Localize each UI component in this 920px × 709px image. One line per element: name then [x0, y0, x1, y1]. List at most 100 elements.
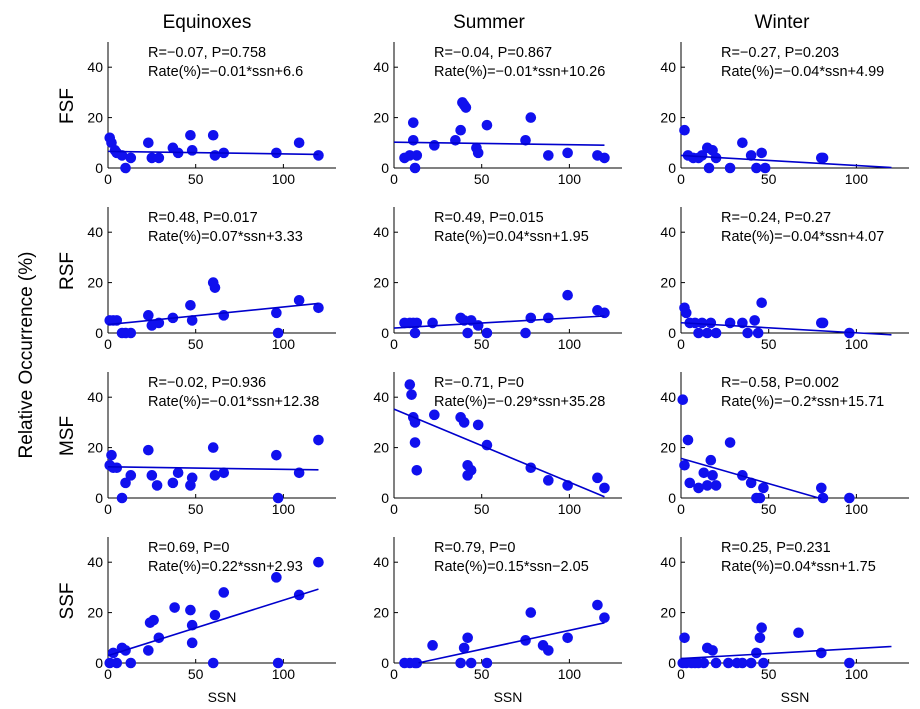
- data-point: [702, 480, 713, 491]
- regression-line: [393, 141, 605, 146]
- x-tick-label: 0: [104, 336, 112, 352]
- data-point: [844, 492, 855, 504]
- data-point: [167, 477, 179, 489]
- data-point: [525, 607, 537, 618]
- y-tick-label: 0: [668, 325, 676, 341]
- regression-line: [680, 457, 822, 500]
- data-point: [742, 327, 753, 339]
- data-point: [313, 434, 324, 446]
- panel-fsf-winter: 0 20 40 0 50 100 R=−0.27, P=0.203 Rate(%)=−0.04…: [660, 42, 909, 187]
- x-tick-label: 50: [474, 666, 490, 682]
- row-label-msf: MSF: [57, 416, 78, 456]
- data-point: [737, 657, 748, 669]
- data-point: [186, 145, 198, 156]
- panel-msf-summer: 0 20 40 0 50 100 R=−0.71, P=0 Rate(%)=−0.29*ssn…: [373, 372, 622, 517]
- y-tick-label: 40: [660, 389, 676, 405]
- regression-line: [107, 150, 319, 156]
- x-axis-title-equinoxes: SSN: [208, 689, 237, 705]
- data-point: [186, 637, 198, 649]
- data-point: [406, 389, 417, 400]
- stats-annotation: R=−0.58, P=0.002: [721, 375, 839, 391]
- y-tick-label: 20: [373, 110, 389, 126]
- data-point: [429, 140, 440, 151]
- x-tick-label: 0: [677, 336, 685, 352]
- data-point: [520, 134, 531, 146]
- x-tick-label: 50: [474, 171, 490, 187]
- data-point: [272, 657, 284, 669]
- x-tick-label: 100: [845, 171, 869, 187]
- y-tick-label: 20: [660, 605, 676, 621]
- data-point: [407, 117, 419, 128]
- data-point: [562, 289, 573, 301]
- data-point: [172, 467, 184, 479]
- data-point: [562, 632, 573, 644]
- stats-annotation: R=−0.24, P=0.27: [721, 210, 831, 226]
- data-point: [710, 657, 722, 669]
- x-tick-label: 50: [188, 336, 204, 352]
- y-tick-label: 0: [381, 325, 389, 341]
- data-point: [409, 327, 421, 339]
- data-point: [462, 327, 473, 339]
- regression-line: [418, 622, 605, 664]
- x-tick-label: 0: [677, 501, 685, 517]
- panel-fsf-summer: 0 20 40 0 50 100 R=−0.04, P=0.867 Rate(%)=−0.01…: [373, 42, 622, 187]
- data-point: [143, 645, 154, 656]
- data-point: [525, 312, 537, 324]
- panel-msf-equinoxes: 0 20 40 0 50 100 R=−0.02, P=0.936 Rate(%)=−0.01…: [87, 372, 336, 517]
- data-point: [599, 152, 610, 164]
- data-point: [472, 320, 484, 331]
- y-tick-label: 40: [373, 554, 389, 570]
- y-tick-label: 0: [668, 160, 676, 176]
- x-tick-label: 100: [272, 501, 296, 517]
- regression-line: [680, 321, 892, 336]
- data-point: [756, 622, 767, 634]
- data-point: [111, 462, 123, 474]
- rate-equation-annotation: Rate(%)=0.22*ssn+2.93: [148, 559, 303, 575]
- rate-equation-annotation: Rate(%)=−0.2*ssn+15.71: [721, 394, 884, 410]
- y-tick-label: 20: [373, 605, 389, 621]
- stats-annotation: R=0.79, P=0: [434, 540, 515, 556]
- y-tick-label: 40: [660, 59, 676, 75]
- data-point: [207, 657, 219, 669]
- y-tick-label: 20: [660, 440, 676, 456]
- x-axis-title-winter: SSN: [781, 689, 810, 705]
- panels-container: 0 20 40 0 50 100 R=−0.07, P=0.758 Rate(%)=−0.01…: [87, 42, 909, 682]
- y-tick-label: 40: [373, 224, 389, 240]
- data-point: [153, 152, 165, 164]
- regression-line: [680, 154, 892, 169]
- data-point: [745, 150, 757, 161]
- x-tick-label: 50: [188, 666, 204, 682]
- data-point: [751, 647, 762, 659]
- y-tick-label: 40: [87, 389, 103, 405]
- rate-equation-annotation: Rate(%)=0.04*ssn+1.95: [434, 229, 589, 245]
- panel-rsf-equinoxes: 0 20 40 0 50 100 R=0.48, P=0.017 Rate(%)=0.07*s…: [87, 207, 336, 352]
- y-tick-label: 20: [87, 605, 103, 621]
- data-point: [458, 417, 470, 428]
- y-tick-label: 20: [87, 275, 103, 291]
- data-point: [680, 307, 692, 319]
- data-point: [543, 150, 554, 161]
- panel-ssf-winter: 0 20 40 0 50 100 R=0.25, P=0.231 Rate(%)=0.04*s…: [660, 537, 909, 682]
- data-point: [677, 394, 689, 406]
- data-point: [481, 119, 493, 131]
- x-tick-label: 50: [188, 171, 204, 187]
- data-point: [458, 642, 470, 654]
- data-point: [693, 327, 704, 339]
- data-point: [407, 134, 419, 146]
- data-point: [143, 310, 154, 321]
- data-point: [460, 102, 472, 113]
- data-point: [148, 614, 159, 626]
- data-point: [313, 150, 324, 161]
- data-point: [698, 657, 710, 669]
- x-tick-label: 100: [845, 501, 869, 517]
- x-tick-label: 0: [104, 171, 112, 187]
- data-point: [209, 609, 221, 621]
- data-point: [125, 470, 137, 481]
- data-point: [427, 640, 438, 651]
- rate-equation-annotation: Rate(%)=−0.29*ssn+35.28: [434, 394, 605, 410]
- data-point: [146, 470, 158, 481]
- column-title-summer: Summer: [453, 12, 525, 33]
- rate-equation-annotation: Rate(%)=−0.01*ssn+10.26: [434, 64, 605, 80]
- x-tick-label: 50: [188, 501, 204, 517]
- data-point: [143, 137, 154, 149]
